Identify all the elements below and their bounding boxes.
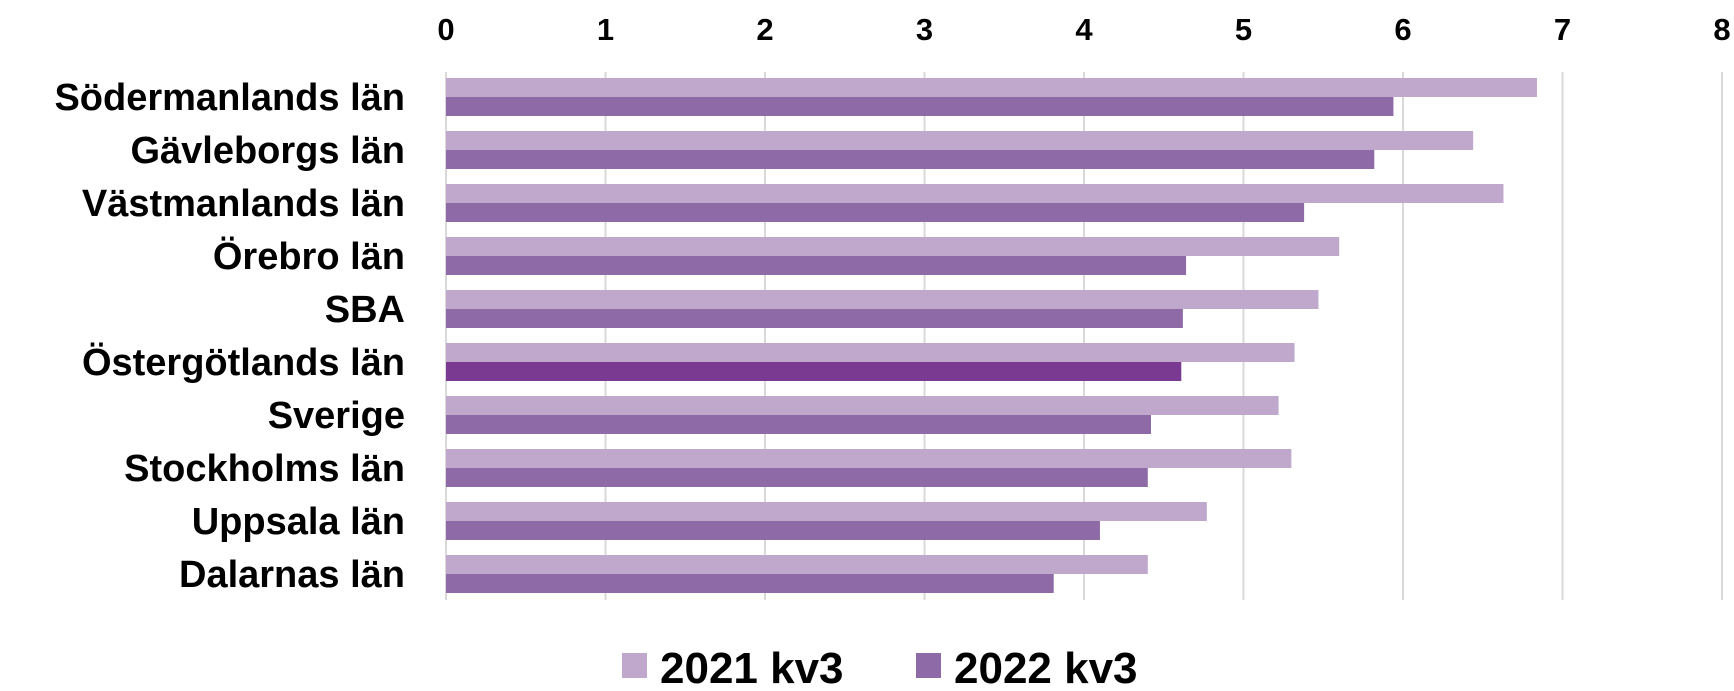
x-axis-ticks: 0 1 2 3 4 5 6 7 8: [437, 12, 1730, 47]
category-labels: Södermanlands län Gävleborgs län Västmanla…: [54, 77, 405, 596]
x-tick-label: 1: [597, 12, 614, 47]
bar-sverige-2022-kv3: [446, 415, 1151, 434]
legend-swatch: [622, 653, 647, 678]
category-label: Västmanlands län: [82, 183, 405, 225]
legend: 2021 kv3 2022 kv3: [622, 644, 1138, 691]
bar-gavleborgs-lan-2021-kv3: [446, 131, 1474, 150]
legend-swatch: [916, 653, 941, 678]
bar-sba-2021-kv3: [446, 290, 1319, 309]
x-tick-label: 5: [1235, 12, 1252, 47]
category-label: Sverige: [268, 395, 405, 437]
x-tick-label: 8: [1713, 12, 1730, 47]
legend-label: 2022 kv3: [954, 644, 1138, 686]
bar-dalarnas-lan-2022-kv3: [446, 574, 1054, 593]
bar-vastmanlands-lan-2022-kv3: [446, 203, 1305, 222]
bar-sverige-2021-kv3: [446, 396, 1279, 415]
x-tick-label: 2: [756, 12, 773, 47]
bar-dalarnas-lan-2021-kv3: [446, 555, 1148, 574]
bar-orebro-lan-2021-kv3: [446, 237, 1340, 256]
x-tick-label: 4: [1075, 12, 1093, 47]
category-label: Uppsala län: [192, 501, 405, 543]
bar-uppsala-lan-2021-kv3: [446, 502, 1207, 521]
bar-sba-2022-kv3: [446, 309, 1183, 328]
legend-label: 2021 kv3: [660, 644, 844, 686]
category-label: Gävleborgs län: [130, 130, 405, 172]
x-tick-label: 7: [1554, 12, 1571, 47]
bar-sodermanlands-lan-2022-kv3: [446, 97, 1394, 116]
category-label: Dalarnas län: [179, 554, 405, 596]
x-tick-label: 6: [1394, 12, 1411, 47]
bar-uppsala-lan-2022-kv3: [446, 521, 1100, 540]
legend-item-2021-kv3: 2021 kv3: [622, 644, 844, 691]
category-label: Örebro län: [213, 235, 405, 278]
bar-vastmanlands-lan-2021-kv3: [446, 184, 1504, 203]
bar-ostergotlands-lan-2022-kv3: [446, 362, 1182, 381]
bar-stockholms-lan-2022-kv3: [446, 468, 1148, 487]
category-label: Stockholms län: [124, 448, 405, 490]
bar-sodermanlands-lan-2021-kv3: [446, 78, 1537, 97]
bars: [446, 78, 1537, 593]
category-label: Södermanlands län: [54, 77, 405, 119]
category-label: SBA: [325, 289, 405, 331]
x-tick-label: 3: [916, 12, 933, 47]
category-label: Östergötlands län: [82, 341, 405, 384]
bar-gavleborgs-lan-2022-kv3: [446, 150, 1375, 169]
bar-ostergotlands-lan-2021-kv3: [446, 343, 1295, 362]
bar-stockholms-lan-2021-kv3: [446, 449, 1292, 468]
bar-orebro-lan-2022-kv3: [446, 256, 1187, 275]
x-tick-label: 0: [437, 12, 454, 47]
legend-item-2022-kv3: 2022 kv3: [916, 644, 1138, 691]
